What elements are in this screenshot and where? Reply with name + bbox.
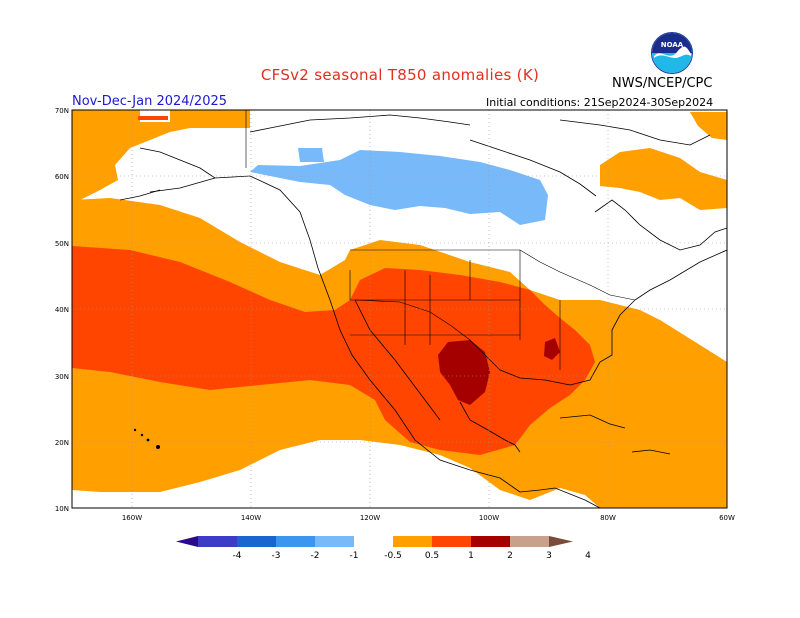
initial-conditions-label: Initial conditions: 21Sep2024-30Sep2024 (486, 96, 714, 109)
season-label: Nov-Dec-Jan 2024/2025 (72, 94, 228, 109)
lat-label: 10N (55, 505, 69, 513)
lon-label: 140W (241, 514, 261, 522)
anomaly-region-darkred (438, 340, 490, 405)
lon-label: 160W (122, 514, 142, 522)
anomaly-region-red (138, 116, 168, 120)
borders (245, 110, 636, 371)
lat-label: 30N (55, 373, 69, 381)
lon-label: 60W (719, 514, 735, 522)
lat-label: 70N (55, 107, 69, 115)
agency-label: NWS/NCEP/CPC (612, 76, 713, 91)
anomaly-region-orange (690, 112, 727, 140)
chart-title: CFSv2 seasonal T850 anomalies (K) (260, 66, 540, 84)
anomaly-region-lightblue (250, 150, 548, 225)
anomaly-region-darkred (544, 338, 560, 360)
coastlines (119, 114, 727, 508)
lon-label: 100W (479, 514, 499, 522)
logo-text: NOAA (661, 41, 684, 49)
noaa-logo: NOAA (651, 32, 693, 74)
anomaly-region-red (72, 246, 595, 455)
hawaii-islands (133, 428, 160, 449)
lat-label: 60N (55, 173, 69, 181)
lat-label: 40N (55, 306, 69, 314)
anomaly-region-orange (600, 148, 727, 210)
lon-label: 80W (600, 514, 616, 522)
lon-label: 120W (360, 514, 380, 522)
lat-label: 20N (55, 439, 69, 447)
map-frame (71, 109, 728, 509)
anomaly-map: 70N 60N 50N 40N 30N 20N 10N 160W 140W 12… (55, 107, 735, 522)
lat-label: 50N (55, 240, 69, 248)
anomaly-region-orange (72, 110, 250, 205)
anomaly-region-lightblue (298, 148, 324, 162)
